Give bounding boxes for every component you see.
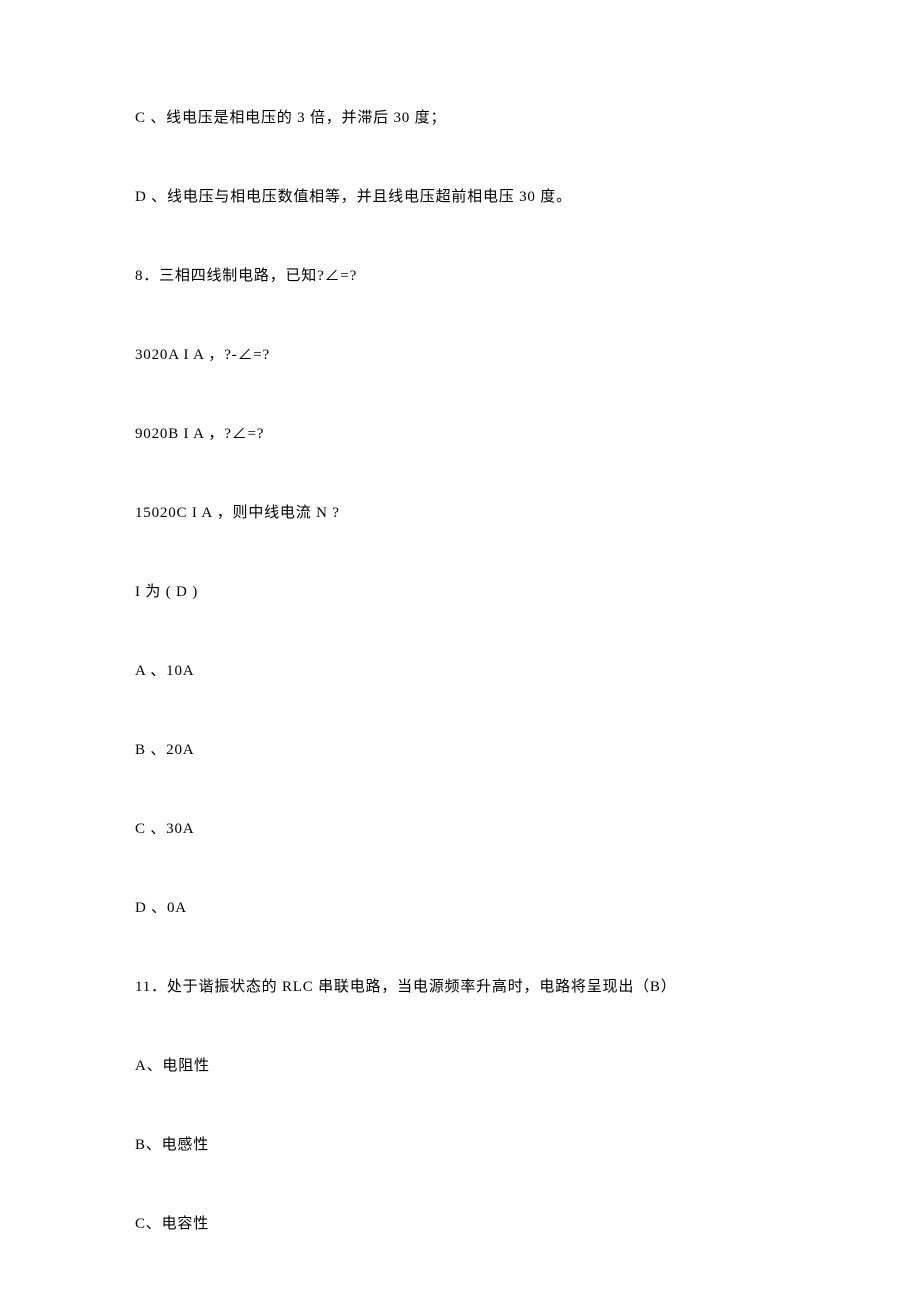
option-b-q8: B 、20A: [135, 740, 795, 761]
option-c-q7: C 、线电压是相电压的 3 倍，并滞后 30 度；: [135, 108, 795, 129]
question-8-answer: I 为 ( D ): [135, 582, 795, 603]
option-a-q11: A、电阻性: [135, 1056, 795, 1077]
question-8-data-c: 15020C I A ，则中线电流 N ?: [135, 503, 795, 524]
question-8-data-b: 9020B I A ，?∠=?: [135, 424, 795, 445]
option-d-q8: D 、0A: [135, 898, 795, 919]
question-8-data-a: 3020A I A ，?-∠=?: [135, 345, 795, 366]
question-8-stem: 8．三相四线制电路，已知?∠=?: [135, 266, 795, 287]
question-11-stem: 11．处于谐振状态的 RLC 串联电路，当电源频率升高时，电路将呈现出（B）: [135, 977, 795, 998]
option-a-q8: A 、10A: [135, 661, 795, 682]
document-body: C 、线电压是相电压的 3 倍，并滞后 30 度； D 、线电压与相电压数值相等…: [135, 108, 795, 1235]
option-d-q7: D 、线电压与相电压数值相等，并且线电压超前相电压 30 度。: [135, 187, 795, 208]
option-b-q11: B、电感性: [135, 1135, 795, 1156]
option-c-q8: C 、30A: [135, 819, 795, 840]
option-c-q11: C、电容性: [135, 1214, 795, 1235]
